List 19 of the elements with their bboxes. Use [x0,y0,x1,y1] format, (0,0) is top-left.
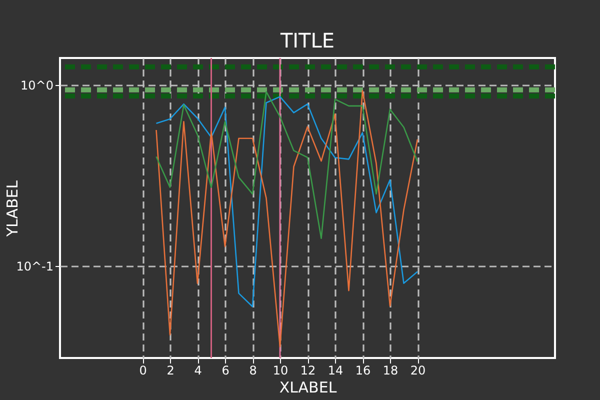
x-tick-label: 0 [139,364,147,378]
x-tick-label: 12 [300,364,316,378]
x-tick-label: 16 [355,364,371,378]
line-series [156,96,418,308]
x-tick-label: 14 [328,364,344,378]
x-tick-label: 2 [166,364,174,378]
y-tick-label: 10^0 [20,78,54,92]
chart-title: TITLE [279,28,335,52]
x-tick-label: 8 [249,364,257,378]
x-tick-label: 18 [382,364,398,378]
line-series [156,91,418,240]
y-tick-label: 10^-1 [16,259,54,274]
x-tick-label: 10 [272,364,288,378]
line-series [156,90,418,348]
y-axis-title: YLABEL [4,180,22,238]
x-tick-label: 20 [410,364,426,378]
x-axis-title: XLABEL [279,378,338,396]
x-tick-label: 6 [222,364,230,378]
x-tick-label: 4 [194,364,202,378]
